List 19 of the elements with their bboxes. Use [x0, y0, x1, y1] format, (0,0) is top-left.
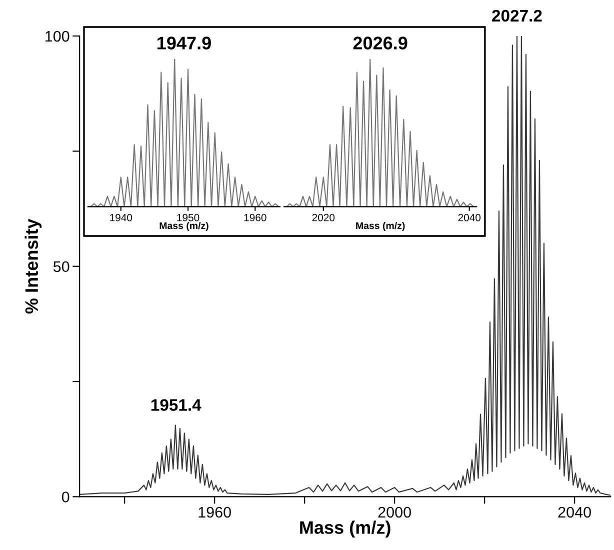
- annotation: 2027.2: [492, 10, 542, 22]
- x-tick-label: 1960: [198, 506, 231, 518]
- y-tick-label: 50: [53, 261, 70, 272]
- x-tick-label: 1950: [177, 214, 200, 222]
- x-tick-label: 2040: [558, 506, 591, 518]
- x-tick-label: 2000: [378, 506, 411, 518]
- y-axis-title: % Intensity: [24, 218, 42, 314]
- x-tick-label: 1960: [244, 214, 266, 222]
- y-tick-label: 0: [62, 492, 70, 502]
- x-axis-title: Mass (m/z): [356, 222, 405, 232]
- y-tick-label: 100: [46, 30, 70, 42]
- x-axis-title: Mass (m/z): [300, 520, 390, 538]
- x-axis-title: Mass (m/z): [160, 222, 208, 232]
- chart-title: 1947.9: [158, 36, 211, 50]
- chart-title: 2026.9: [353, 36, 408, 50]
- x-tick-label: 2020: [312, 214, 335, 222]
- x-tick-label: 1940: [110, 214, 132, 222]
- x-tick-label: 2040: [458, 214, 481, 222]
- annotation: 1951.4: [151, 399, 202, 411]
